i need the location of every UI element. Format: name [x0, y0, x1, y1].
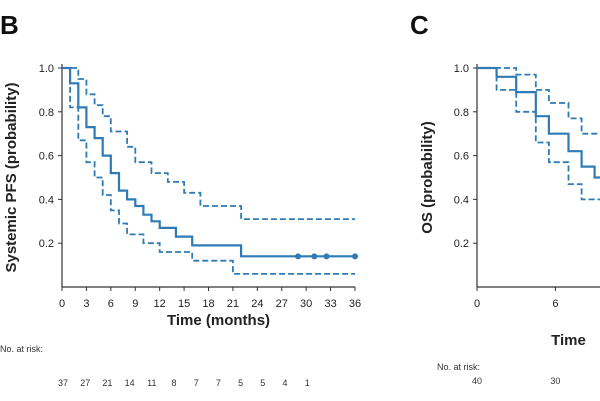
panel-b-x-axis-title: Time (months) [167, 312, 270, 329]
panel-b-estimate-line [62, 66, 355, 258]
panel-c-y-tick-label: 0.6 [454, 151, 469, 163]
panel-b-y-tick-label: 0.4 [39, 194, 54, 206]
panel-c-x-tick-label: 0 [474, 298, 480, 310]
panel-b-censor-mark [311, 253, 318, 260]
panel-b-risk-count: 5 [238, 378, 243, 388]
panel-b-lower-ci-line [62, 67, 355, 275]
panel-c-risk-count: 30 [550, 376, 560, 386]
panel-c-y-tick-label: 0.2 [454, 238, 469, 250]
panel-b-x-tick-label: 9 [132, 298, 138, 310]
panel-c-x-axis-title: Time [551, 332, 586, 349]
panel-c-letter: C [410, 10, 429, 40]
panel-b-x-tick-label: 33 [324, 298, 336, 310]
panel-b-x-tick-label: 15 [178, 298, 190, 310]
panel-b-y-axis-title: Systemic PFS (probability) [3, 82, 20, 272]
panel-c-y-tick-label: 0.8 [454, 107, 469, 119]
panel-b-letter: B [0, 10, 19, 40]
panel-c-y-tick-label: 0.4 [454, 194, 469, 206]
panel-b-y-tick-label: 1.0 [39, 63, 54, 75]
panel-b-risk-count: 8 [171, 378, 176, 388]
panel-b-risk-count: 7 [216, 378, 221, 388]
panel-c-upper-ci-line [477, 67, 600, 135]
panel-b-upper-ci-line [62, 67, 355, 221]
panel-c-lower-ci-line [477, 67, 600, 201]
panel-b-x-tick-label: 24 [251, 298, 263, 310]
panel-b-x-tick-label: 0 [59, 298, 65, 310]
panel-b-risk-count: 4 [282, 378, 287, 388]
panel-b-risk-count: 11 [147, 378, 156, 388]
panel-c-y-tick-label: 1.0 [454, 63, 469, 75]
panel-b-risk-table-label: No. at risk: [0, 344, 43, 354]
panel-b-x-tick-label: 18 [202, 298, 214, 310]
panel-b-risk-count: 7 [194, 378, 199, 388]
panel-b-x-tick-label: 21 [227, 298, 239, 310]
panel-b-censor-mark [323, 253, 330, 260]
panel-b-censor-mark [295, 253, 302, 260]
panel-b-risk-count: 21 [102, 378, 112, 388]
panel-b-y-tick-label: 0.6 [39, 151, 54, 163]
panel-b-censor-mark [352, 253, 358, 260]
panel-b-risk-count: 14 [125, 378, 135, 388]
panel-b-risk-count: 5 [260, 378, 265, 388]
panel-b-risk-count: 1 [305, 378, 310, 388]
panel-c-risk-table-label: No. at risk: [437, 362, 480, 372]
panel-c-y-axis-title: OS (probability) [419, 121, 436, 234]
panel-b-x-tick-label: 12 [154, 298, 166, 310]
panel-b-x-tick-label: 36 [349, 298, 361, 310]
panel-b-risk-count: 27 [80, 378, 90, 388]
panel-c-x-tick-label: 6 [552, 298, 558, 310]
panel-b-y-tick-label: 0.8 [39, 107, 54, 119]
panel-b-x-tick-label: 30 [300, 298, 312, 310]
panel-b-x-tick-label: 3 [83, 298, 89, 310]
panel-b-x-tick-label: 6 [108, 298, 114, 310]
panel-b-x-tick-label: 27 [276, 298, 288, 310]
panel-b-risk-count: 37 [58, 378, 68, 388]
panel-c-risk-count: 40 [472, 376, 482, 386]
panel-c-estimate-line [477, 66, 600, 179]
panel-b-y-tick-label: 0.2 [39, 238, 54, 250]
